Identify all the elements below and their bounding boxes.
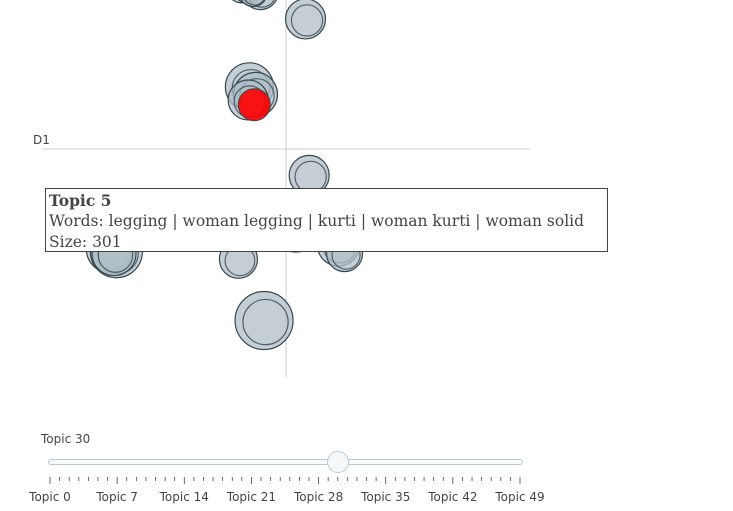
slider-tick-label: Topic 7	[95, 490, 138, 504]
slider-tick-label: Topic 35	[360, 490, 410, 504]
hover-tooltip: Topic 5 Words: legging | woman legging |…	[45, 188, 608, 252]
bubbles-layer	[85, 0, 364, 351]
slider-ticks: Topic 0 Topic 7 Topic 14 Topic 21 Topic 28 To…	[28, 477, 545, 504]
topic-bubble-inner	[248, 0, 275, 8]
axis-label-d1: D1	[33, 133, 50, 147]
tooltip-words: Words: legging | woman legging | kurti |…	[49, 212, 585, 230]
slider-tick-label: Topic 0	[28, 490, 71, 504]
slider-tick-label: Topic 14	[159, 490, 209, 504]
slider-tick-label: Topic 21	[226, 490, 276, 504]
tooltip-title: Topic 5	[49, 191, 112, 210]
slider-tick-label: Topic 49	[494, 490, 544, 504]
tooltip-size: Size: 301	[49, 233, 122, 251]
selected-topic-bubble[interactable]	[237, 88, 271, 122]
topic-slider-handle[interactable]	[326, 451, 349, 473]
slider-current-label: Topic 30	[41, 432, 91, 446]
slider-tick-label: Topic 28	[293, 490, 343, 504]
topic-bubble-inner	[242, 298, 289, 346]
topic-bubble-inner	[290, 4, 324, 37]
slider-tick-label: Topic 42	[427, 490, 477, 504]
topic-slider-track[interactable]	[48, 459, 523, 465]
topic-bubble-inner	[244, 0, 265, 6]
topic-bubble[interactable]	[234, 290, 294, 351]
